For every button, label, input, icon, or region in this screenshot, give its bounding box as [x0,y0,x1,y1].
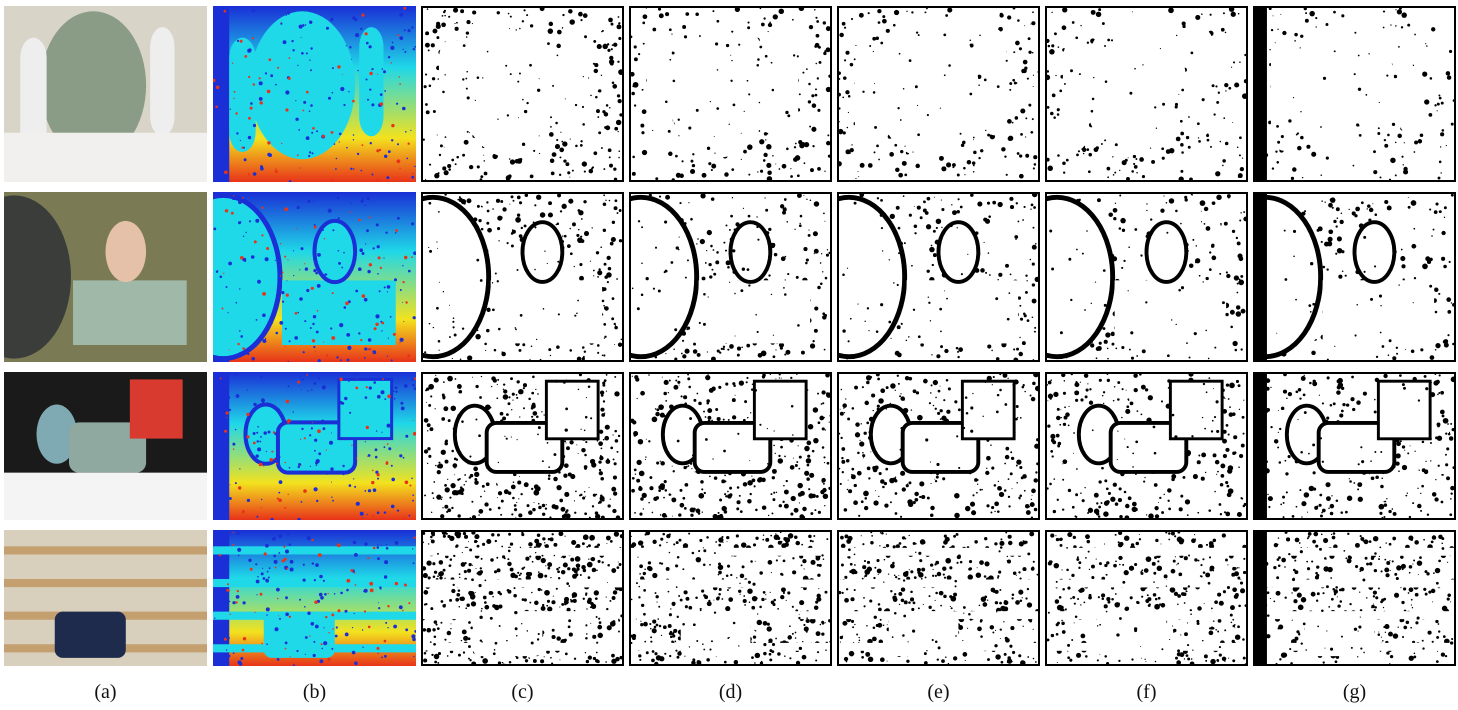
panel-doll-on-box-e [837,192,1040,362]
panel-shelves-with-bag-d [629,530,832,666]
panel-image [839,374,1038,518]
caption-c: (c) [511,681,534,703]
panel-shelves-with-bag-g [1253,530,1456,666]
panel-image [4,192,207,362]
panel-bowling-pins-and-ball-d [629,6,832,182]
panel-bowling-pins-and-ball-g [1253,6,1456,182]
caption-g: (g) [1342,681,1367,703]
caption-b: (b) [302,681,327,703]
panel-image [1255,194,1454,360]
panel-image [4,530,207,666]
panel-doll-on-box-b [213,192,416,362]
panel-bowling-pins-and-ball-a [4,6,207,182]
panel-image [839,194,1038,360]
panel-image [423,8,622,180]
caption-d: (d) [718,681,743,703]
figure-grid [4,6,1456,668]
panel-racket-basket-rope-f [1045,372,1248,520]
panel-image [4,372,207,520]
panel-racket-basket-rope-d [629,372,832,520]
panel-bowling-pins-and-ball-f [1045,6,1248,182]
panel-image [1047,374,1246,518]
panel-image [1047,194,1246,360]
panel-doll-on-box-d [629,192,832,362]
caption-f: (f) [1136,681,1157,703]
panel-image [4,6,207,182]
panel-racket-basket-rope-c [421,372,624,520]
panel-racket-basket-rope-a [4,372,207,520]
panel-image [1255,374,1454,518]
panel-image [213,372,416,520]
panel-racket-basket-rope-b [213,372,416,520]
panel-image [839,532,1038,664]
caption-e: (e) [927,681,950,703]
caption-a: (a) [94,681,117,703]
panel-image [1255,8,1454,180]
panel-image [839,8,1038,180]
panel-image [1047,8,1246,180]
panel-shelves-with-bag-e [837,530,1040,666]
panel-bowling-pins-and-ball-e [837,6,1040,182]
panel-image [631,374,830,518]
panel-image [213,6,416,182]
panel-shelves-with-bag-f [1045,530,1248,666]
panel-shelves-with-bag-a [4,530,207,666]
panel-image [213,192,416,362]
panel-image [213,530,416,666]
panel-image [1047,532,1246,664]
panel-image [423,194,622,360]
panel-doll-on-box-a [4,192,207,362]
panel-racket-basket-rope-e [837,372,1040,520]
panel-racket-basket-rope-g [1253,372,1456,520]
panel-shelves-with-bag-c [421,530,624,666]
panel-bowling-pins-and-ball-b [213,6,416,182]
panel-doll-on-box-g [1253,192,1456,362]
panel-image [631,532,830,664]
panel-image [631,8,830,180]
panel-image [631,194,830,360]
panel-image [423,374,622,518]
panel-image [423,532,622,664]
panel-bowling-pins-and-ball-c [421,6,624,182]
panel-doll-on-box-c [421,192,624,362]
panel-image [1255,532,1454,664]
panel-doll-on-box-f [1045,192,1248,362]
panel-shelves-with-bag-b [213,530,416,666]
